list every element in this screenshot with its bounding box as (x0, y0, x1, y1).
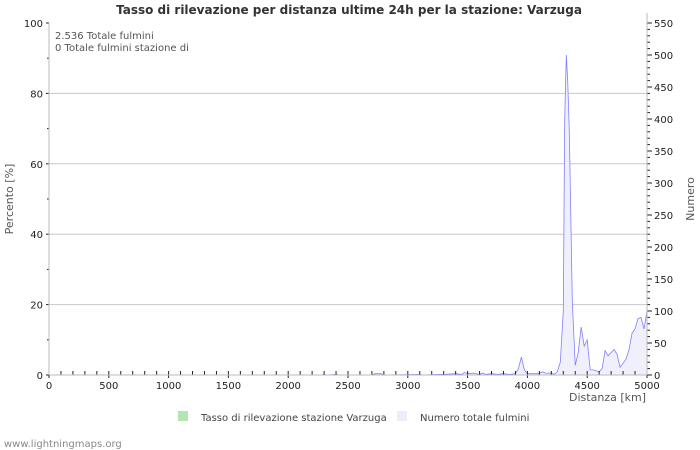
legend-label-rate: Tasso di rilevazione stazione Varzuga (200, 413, 387, 424)
x-tick-label: 1000 (156, 381, 181, 392)
annotation-station: 0 Totale fulmini stazione di (55, 43, 189, 54)
y-left-tick-label: 20 (30, 301, 43, 312)
x-tick-label: 2000 (275, 381, 300, 392)
chart-title: Tasso di rilevazione per distanza ultime… (116, 3, 582, 17)
y-left-tick-label: 0 (37, 371, 43, 382)
series-count-line (49, 54, 648, 376)
y-left-tick-label: 100 (24, 19, 43, 30)
y-right-tick-label: 350 (654, 147, 673, 158)
y-right-tick-label: 400 (654, 115, 673, 126)
y-right-tick-label: 450 (654, 83, 673, 94)
legend-label-count: Numero totale fulmini (420, 413, 529, 424)
legend-swatch-count (397, 411, 407, 421)
y-right-tick-label: 50 (654, 339, 667, 350)
y-left-tick-label: 40 (30, 230, 43, 241)
y-right-label: Numero (684, 177, 697, 221)
y-right-tick-label: 550 (654, 19, 673, 30)
y-right-tick-label: 100 (654, 307, 673, 318)
y-right-tick-label: 0 (654, 371, 660, 382)
series-count-area (49, 55, 647, 375)
y-left-tick-label: 60 (30, 160, 43, 171)
y-right-tick-label: 250 (654, 211, 673, 222)
x-tick-label: 0 (46, 381, 52, 392)
x-tick-label: 4000 (515, 381, 540, 392)
y-left-label: Percento [%] (3, 164, 16, 235)
x-tick-label: 5000 (634, 381, 659, 392)
x-tick-label: 1500 (216, 381, 241, 392)
y-right-tick-label: 500 (654, 51, 673, 62)
x-axis-label: Distanza [km] (569, 391, 646, 404)
annotation-total: 2.536 Totale fulmini (55, 31, 154, 42)
x-tick-label: 4500 (574, 381, 599, 392)
y-right-tick-label: 150 (654, 275, 673, 286)
x-tick-label: 500 (99, 381, 118, 392)
x-tick-label: 2500 (335, 381, 360, 392)
x-tick-label: 3000 (395, 381, 420, 392)
y-left-tick-label: 80 (30, 89, 43, 100)
legend-swatch-rate (178, 411, 188, 421)
y-right-tick-label: 300 (654, 179, 673, 190)
y-right-tick-label: 200 (654, 243, 673, 254)
x-tick-label: 3500 (455, 381, 480, 392)
footer-credit: www.lightningmaps.org (4, 439, 122, 450)
